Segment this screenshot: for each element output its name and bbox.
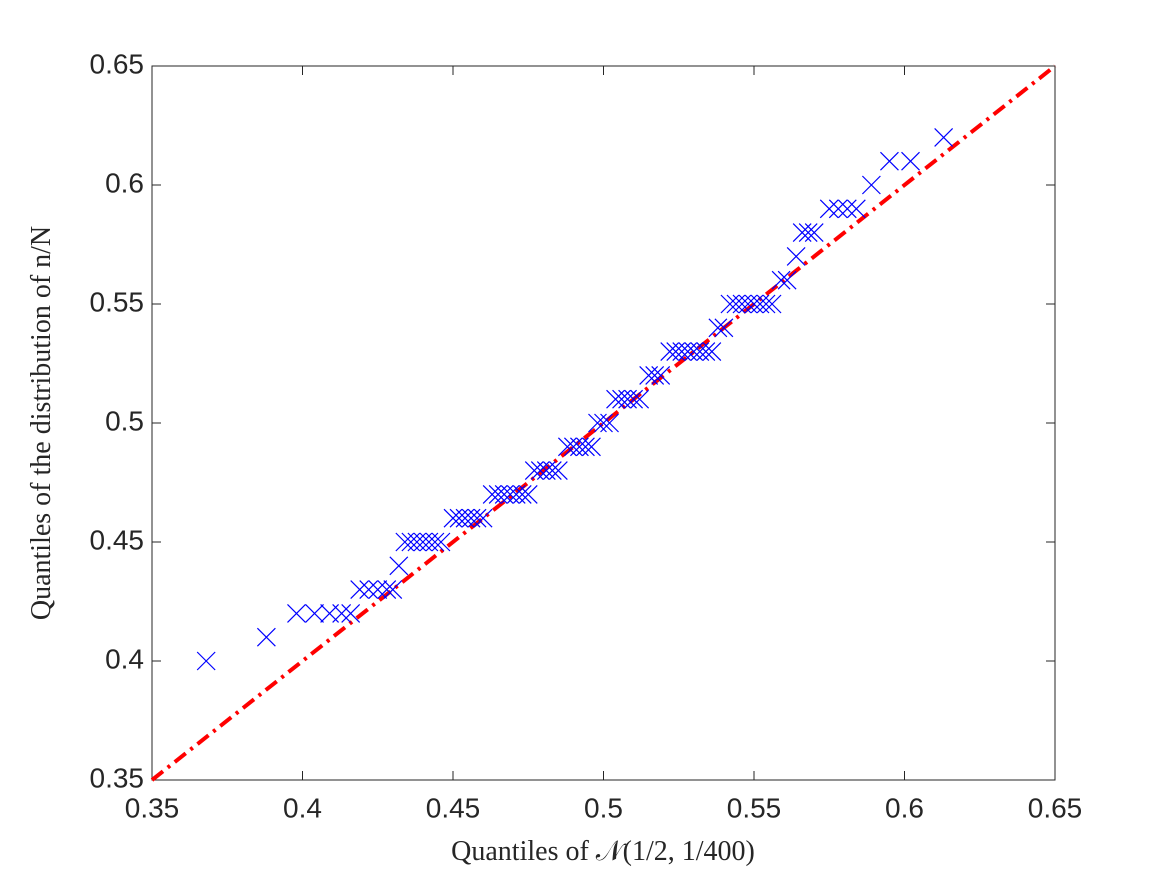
point [287, 603, 306, 623]
point [804, 223, 824, 243]
y-tick-label: 0.5 [105, 405, 144, 436]
point [651, 365, 671, 385]
x-axis-label: Quantiles of 𝒩(1/2, 1/400) [451, 836, 755, 867]
point [714, 318, 734, 338]
point [798, 223, 818, 243]
point [762, 294, 782, 314]
x-tick-label: 0.45 [426, 792, 481, 823]
point [594, 413, 613, 433]
y-tick-label: 0.65 [90, 48, 145, 79]
y-tick-label: 0.35 [90, 762, 145, 793]
point [696, 342, 716, 362]
point [431, 532, 451, 552]
point [880, 151, 899, 171]
point [756, 294, 776, 314]
point [425, 532, 445, 552]
point [771, 270, 791, 290]
point [359, 580, 379, 600]
x-tick-label: 0.6 [885, 792, 924, 823]
point [473, 508, 493, 528]
y-tick-label: 0.6 [105, 167, 144, 198]
x-tick-label: 0.4 [283, 792, 322, 823]
point [846, 199, 866, 219]
x-tick-label: 0.5 [584, 792, 623, 823]
point [901, 151, 920, 171]
y-tick-label: 0.55 [90, 286, 145, 317]
x-tick-label: 0.55 [727, 792, 782, 823]
point [576, 437, 595, 457]
point [256, 627, 276, 647]
point [630, 389, 650, 409]
point [777, 270, 797, 290]
point [341, 603, 361, 623]
point [377, 580, 397, 600]
point [819, 199, 839, 219]
x-tick-label: 0.65 [1028, 792, 1083, 823]
point [467, 508, 487, 528]
point [786, 246, 806, 266]
point [582, 437, 601, 457]
y-axis-label: Quantiles of the distribution of n/N [26, 226, 57, 620]
point [512, 484, 532, 504]
point [548, 461, 568, 481]
point [861, 175, 881, 195]
point [196, 651, 216, 671]
point [645, 365, 665, 385]
point [332, 603, 352, 623]
point [702, 342, 722, 362]
point [934, 127, 954, 147]
y-tick-label: 0.4 [105, 643, 144, 674]
point [305, 603, 324, 623]
point [828, 199, 848, 219]
point [708, 318, 728, 338]
x-tick-label: 0.35 [125, 792, 180, 823]
point [542, 461, 562, 481]
y-tick-label: 0.45 [90, 524, 145, 555]
point [518, 484, 538, 504]
reference-line [150, 64, 1057, 782]
point [624, 389, 644, 409]
point [389, 556, 409, 576]
point [368, 580, 388, 600]
point [837, 199, 857, 219]
point [350, 580, 370, 600]
point [600, 413, 619, 433]
point [383, 580, 403, 600]
